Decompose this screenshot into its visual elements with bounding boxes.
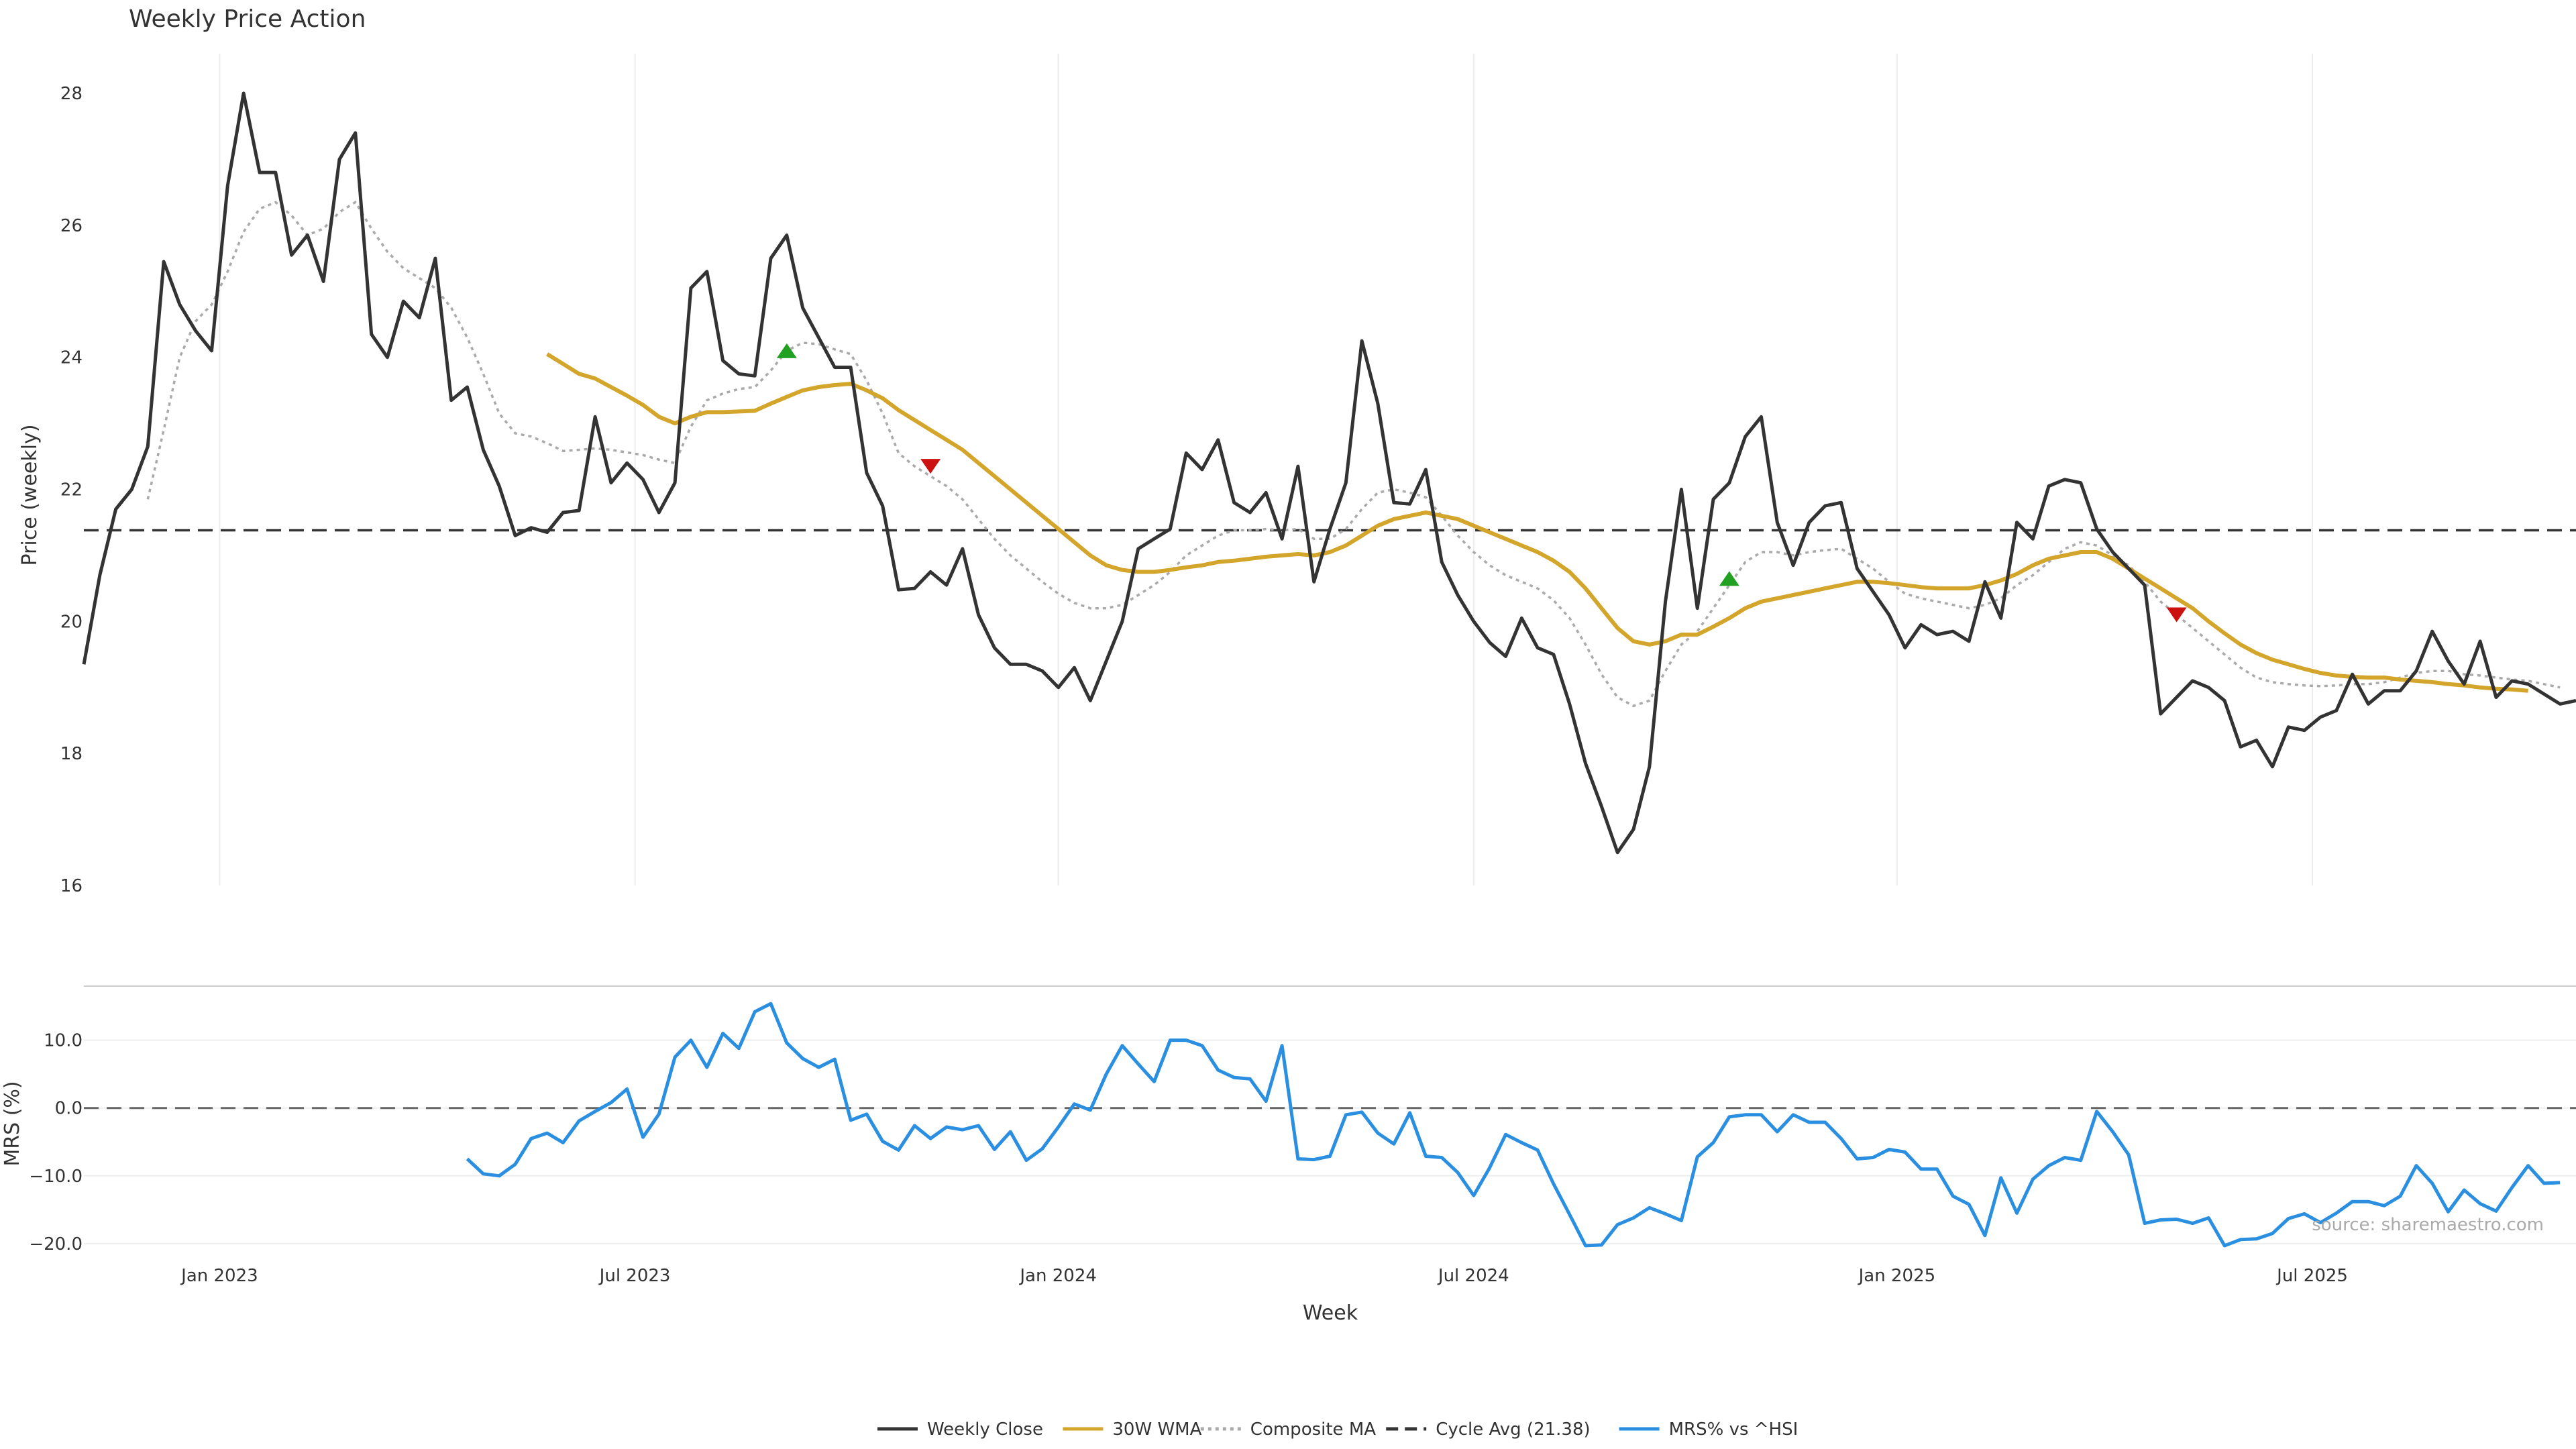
price-gridlines [219, 54, 2314, 885]
price-y-tick-label: 24 [60, 348, 83, 368]
price-y-axis-label: Price (weekly) [18, 424, 42, 566]
price-y-tick-label: 22 [60, 480, 83, 500]
source-note: source: sharemaestro.com [2312, 1215, 2544, 1235]
legend: Weekly Close 30W WMA Composite MA Cycle Avg… [877, 1419, 1798, 1440]
mrs-y-tick-label: 0.0 [55, 1099, 83, 1119]
legend-label: Weekly Close [927, 1419, 1043, 1440]
price-y-tick-label: 16 [60, 876, 83, 896]
signal-markers [776, 343, 2187, 623]
mrs-y-ticks: −20.0 −10.0 0.0 10.0 [29, 1031, 83, 1254]
x-tick-label: Jul 2024 [1437, 1266, 1509, 1286]
price-y-tick-label: 26 [60, 216, 83, 236]
price-y-ticks: 16 18 20 22 24 26 28 [60, 84, 83, 896]
mrs-y-tick-label: 10.0 [44, 1031, 83, 1051]
legend-label: Cycle Avg (21.38) [1436, 1419, 1590, 1440]
mrs-gridlines [84, 1039, 2576, 1244]
x-tick-label: Jan 2024 [1018, 1266, 1097, 1286]
legend-label: 30W WMA [1112, 1419, 1201, 1440]
legend-label: Composite MA [1250, 1419, 1376, 1440]
price-y-tick-label: 28 [60, 84, 83, 104]
mrs-y-axis-label: MRS (%) [1, 1081, 24, 1166]
x-axis-label: Week [1303, 1301, 1358, 1325]
buy-signal-marker [1719, 571, 1739, 586]
x-tick-label: Jan 2023 [180, 1266, 258, 1286]
mrs-y-tick-label: −20.0 [29, 1234, 83, 1254]
x-tick-label: Jul 2025 [2275, 1266, 2348, 1286]
x-ticks: Jan 2023 Jul 2023 Jan 2024 Jul 2024 Jan 2025… [180, 1266, 2348, 1286]
sell-signal-marker [920, 459, 941, 474]
legend-label: MRS% vs ^HSI [1669, 1419, 1799, 1440]
buy-signal-marker [776, 343, 797, 358]
sell-signal-marker [2166, 607, 2187, 623]
x-tick-label: Jul 2023 [598, 1266, 671, 1286]
series-30w-wma [546, 352, 2528, 693]
x-tick-label: Jan 2025 [1858, 1266, 1936, 1286]
series-composite-ma [146, 200, 2561, 708]
series-weekly-close [82, 91, 2576, 855]
series-mrs [466, 1002, 2561, 1248]
price-y-tick-label: 20 [60, 612, 83, 632]
mrs-y-tick-label: −10.0 [29, 1167, 83, 1187]
chart-title: Weekly Price Action [129, 5, 366, 33]
price-y-tick-label: 18 [60, 744, 83, 764]
